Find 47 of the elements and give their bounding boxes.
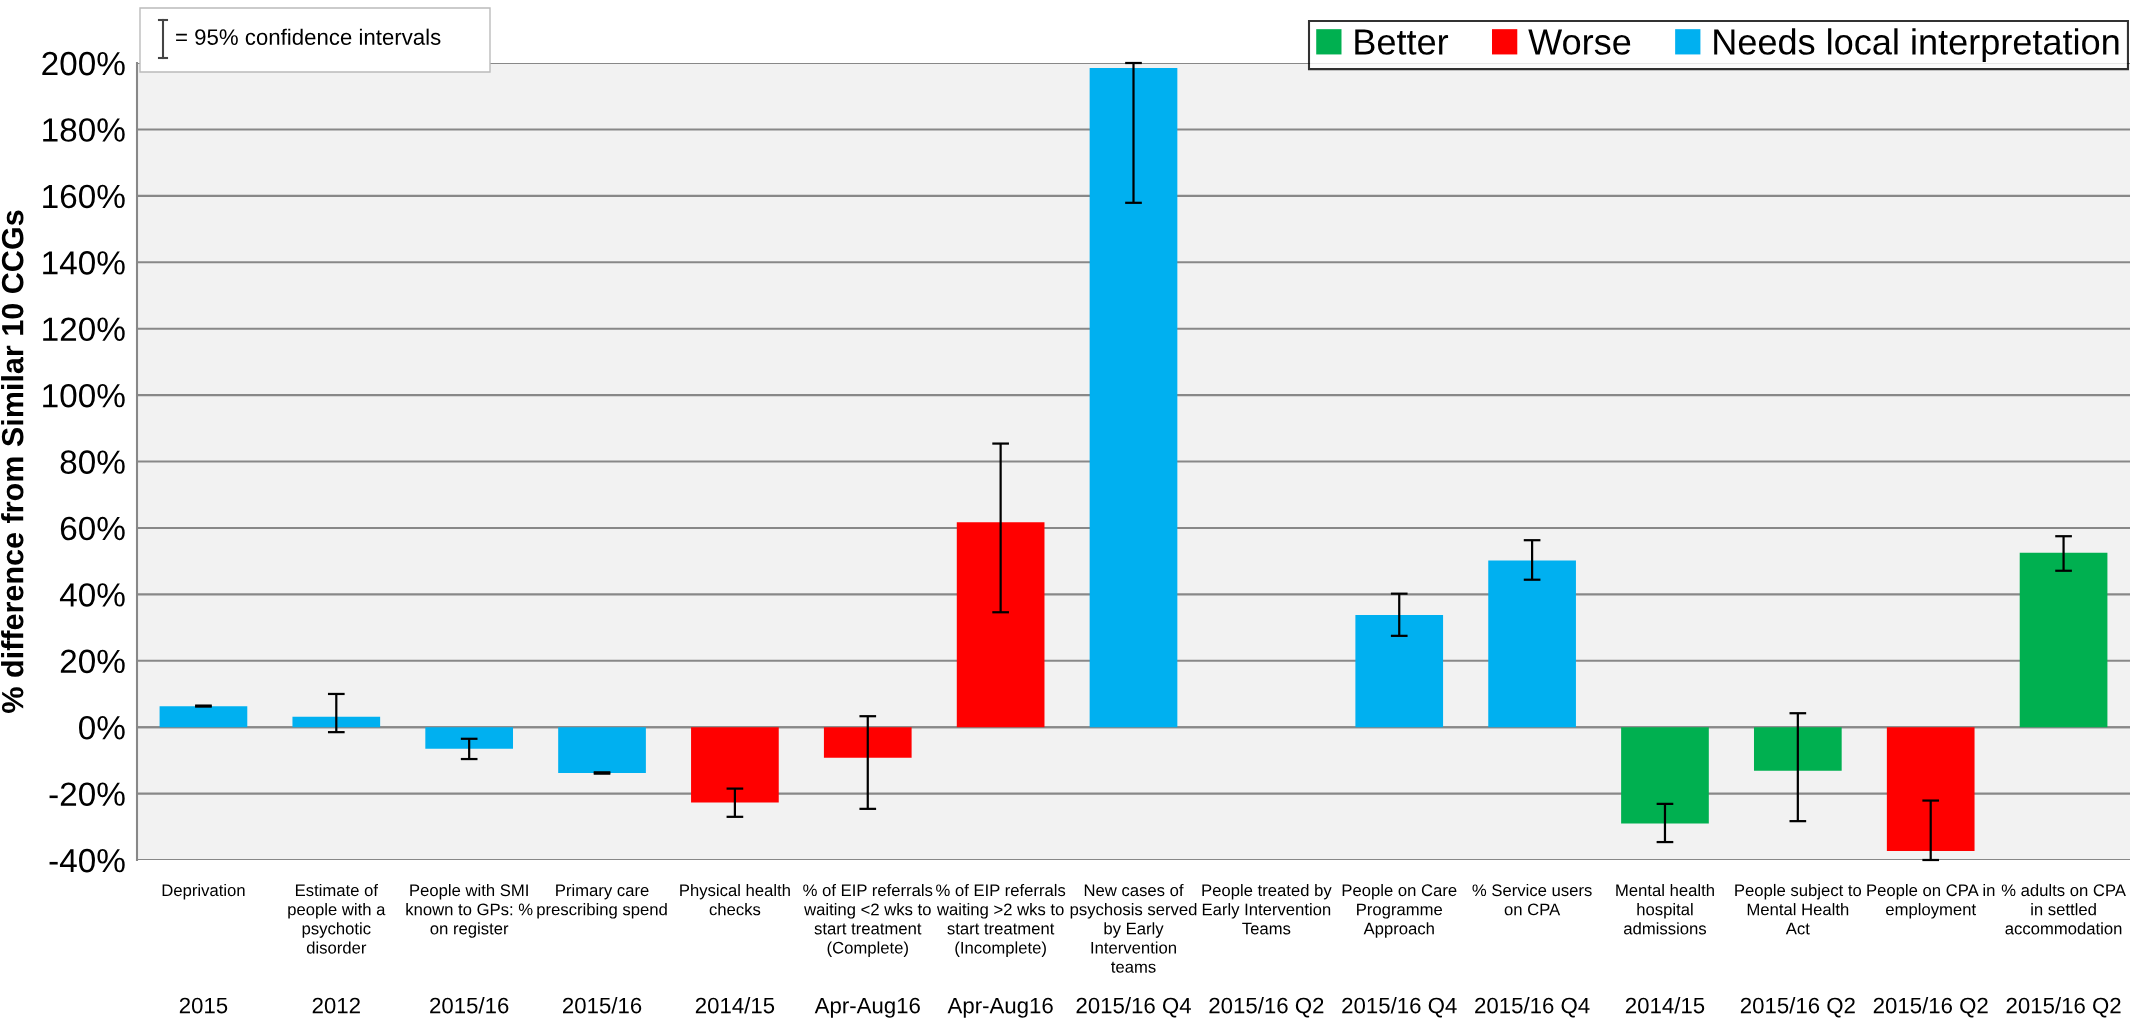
y-tick-label: 140% bbox=[43, 251, 125, 275]
y-tick-label: 160% bbox=[43, 184, 125, 209]
y-tick-label: 40% bbox=[59, 583, 125, 607]
bar bbox=[425, 727, 514, 749]
category-label: % adults on CPA in settled accommodation 2015/16 Q2 bbox=[2001, 883, 2126, 1018]
y-tick-label: 0% bbox=[79, 715, 125, 740]
category-label: % of EIP referrals waiting >2 wks to start treatment (Incomplete) Apr-Aug16 bbox=[936, 883, 1066, 1018]
bar bbox=[2019, 552, 2108, 728]
category-label: People with SMI known to GPs: % on register 2015/16 bbox=[406, 883, 533, 1014]
text: = 95% confidence intervals bbox=[176, 28, 441, 45]
category-label: Physical health checks 2014/15 bbox=[680, 883, 790, 1014]
y-axis-title: % difference from Similar 10 CCGs bbox=[1, 210, 24, 713]
bar bbox=[159, 706, 248, 728]
y-tick-label: -20% bbox=[49, 782, 125, 806]
legend-label: Needs local interpretation bbox=[1714, 28, 2119, 62]
bar bbox=[1488, 560, 1576, 728]
category-label: People on CPA in employment 2015/16 Q2 bbox=[1867, 883, 1995, 1018]
category-label: Estimate of people with a psychotic disorder 2012 bbox=[288, 883, 386, 1014]
y-tick-label: 120% bbox=[43, 317, 125, 342]
category-label: % of EIP referrals waiting <2 wks to start treatment (Complete) Apr-Aug16 bbox=[803, 883, 933, 1018]
bar bbox=[823, 727, 912, 758]
y-tick-label: 60% bbox=[60, 516, 125, 541]
category-label: People on Care Programme Approach 2015/16 Q4 bbox=[1342, 883, 1457, 1018]
category-label: % Service users on CPA 2015/16 Q4 bbox=[1472, 883, 1592, 1018]
y-tick-label: 180% bbox=[43, 118, 125, 142]
bar bbox=[1621, 727, 1709, 824]
category-label: Deprivation 2015 bbox=[162, 883, 245, 1014]
category-label: People subject to Mental Health Act 2015/16 Q2 bbox=[1735, 883, 1862, 1018]
bar bbox=[956, 522, 1045, 728]
bar bbox=[1753, 727, 1842, 771]
bar bbox=[1089, 67, 1178, 728]
category-label: New cases of psychosis served by Early Intervention teams 2015/16 Q4 bbox=[1070, 883, 1197, 1018]
bar bbox=[1886, 727, 1975, 852]
legend-label: Better bbox=[1355, 29, 1449, 55]
category-label: Mental health hospital admissions 2014/15 bbox=[1616, 883, 1714, 1014]
bar bbox=[1355, 614, 1444, 728]
legend-label: Worse bbox=[1528, 29, 1631, 55]
y-tick-label: 20% bbox=[60, 649, 125, 674]
bar bbox=[292, 716, 381, 728]
category-label: People treated by Early Intervention Teams 2015/16 Q2 bbox=[1202, 883, 1332, 1018]
y-tick-label: -40% bbox=[49, 848, 125, 873]
bar bbox=[691, 727, 779, 803]
y-tick-label: 200% bbox=[42, 51, 125, 76]
y-tick-label: 80% bbox=[60, 450, 125, 474]
y-tick-label: 100% bbox=[43, 383, 125, 408]
bar bbox=[558, 727, 646, 773]
category-label: Primary care prescribing spend 2015/16 bbox=[537, 883, 667, 1014]
